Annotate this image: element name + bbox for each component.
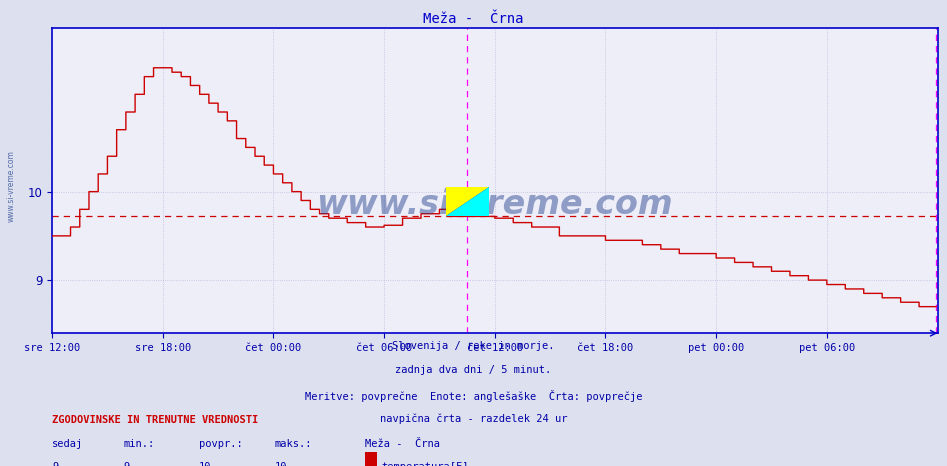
Text: 9: 9 — [123, 462, 130, 466]
Text: Meža -  Črna: Meža - Črna — [365, 439, 439, 449]
Text: povpr.:: povpr.: — [199, 439, 242, 449]
Bar — [446, 187, 489, 216]
Text: ZGODOVINSKE IN TRENUTNE VREDNOSTI: ZGODOVINSKE IN TRENUTNE VREDNOSTI — [52, 415, 259, 425]
Text: Slovenija / reke in morje.: Slovenija / reke in morje. — [392, 341, 555, 351]
Text: zadnja dva dni / 5 minut.: zadnja dva dni / 5 minut. — [396, 365, 551, 375]
Text: navpična črta - razdelek 24 ur: navpična črta - razdelek 24 ur — [380, 414, 567, 425]
Text: temperatura[F]: temperatura[F] — [382, 462, 469, 466]
Text: Meža -  Črna: Meža - Črna — [423, 12, 524, 26]
Polygon shape — [446, 187, 489, 216]
Text: www.si-vreme.com: www.si-vreme.com — [316, 188, 673, 221]
Text: sedaj: sedaj — [52, 439, 83, 449]
Text: Meritve: povprečne  Enote: anglešaške  Črta: povprečje: Meritve: povprečne Enote: anglešaške Črt… — [305, 390, 642, 402]
Text: www.si-vreme.com: www.si-vreme.com — [7, 151, 16, 222]
Text: maks.:: maks.: — [275, 439, 313, 449]
Text: 9: 9 — [52, 462, 59, 466]
Text: 10: 10 — [199, 462, 211, 466]
Text: min.:: min.: — [123, 439, 154, 449]
Polygon shape — [446, 187, 489, 216]
Text: 10: 10 — [275, 462, 287, 466]
